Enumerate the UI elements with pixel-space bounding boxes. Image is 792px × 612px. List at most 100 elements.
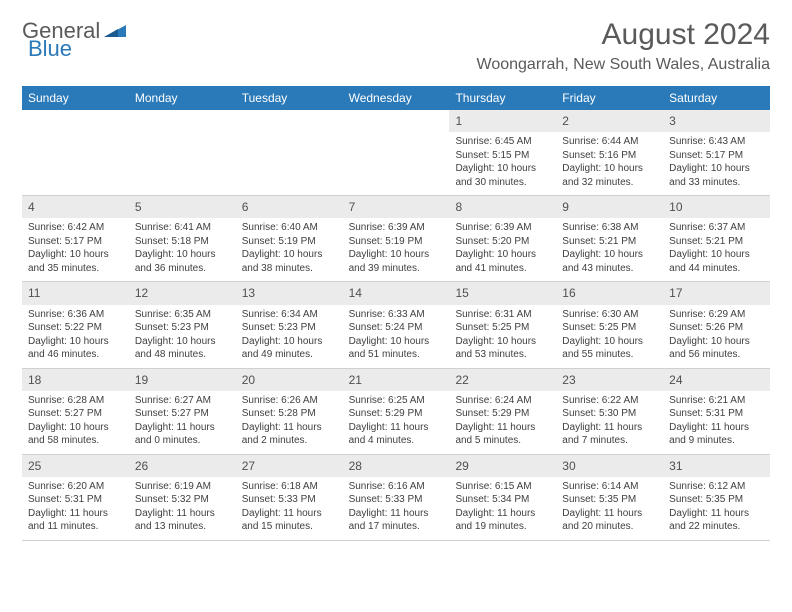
logo-blue-row: Blue — [28, 36, 72, 62]
sunrise-text: Sunrise: 6:18 AM — [242, 480, 337, 494]
day-number: 20 — [236, 369, 343, 391]
day-cell: 7Sunrise: 6:39 AMSunset: 5:19 PMDaylight… — [343, 196, 450, 281]
daylight-text: Daylight: 10 hours and 44 minutes. — [669, 248, 764, 275]
sunset-text: Sunset: 5:25 PM — [562, 321, 657, 335]
day-number: 7 — [343, 196, 450, 218]
day-details: Sunrise: 6:44 AMSunset: 5:16 PMDaylight:… — [556, 132, 663, 195]
day-number: 8 — [449, 196, 556, 218]
week-row: 18Sunrise: 6:28 AMSunset: 5:27 PMDayligh… — [22, 369, 770, 455]
day-headers-row: SundayMondayTuesdayWednesdayThursdayFrid… — [22, 86, 770, 110]
day-details: Sunrise: 6:26 AMSunset: 5:28 PMDaylight:… — [236, 391, 343, 454]
day-header: Monday — [129, 86, 236, 110]
sunset-text: Sunset: 5:35 PM — [562, 493, 657, 507]
daylight-text: Daylight: 10 hours and 30 minutes. — [455, 162, 550, 189]
sunset-text: Sunset: 5:21 PM — [562, 235, 657, 249]
day-number: 15 — [449, 282, 556, 304]
day-cell: 26Sunrise: 6:19 AMSunset: 5:32 PMDayligh… — [129, 455, 236, 540]
day-cell: 18Sunrise: 6:28 AMSunset: 5:27 PMDayligh… — [22, 369, 129, 454]
day-cell: 27Sunrise: 6:18 AMSunset: 5:33 PMDayligh… — [236, 455, 343, 540]
day-details: Sunrise: 6:25 AMSunset: 5:29 PMDaylight:… — [343, 391, 450, 454]
sunrise-text: Sunrise: 6:35 AM — [135, 308, 230, 322]
day-number: 5 — [129, 196, 236, 218]
day-details: Sunrise: 6:33 AMSunset: 5:24 PMDaylight:… — [343, 305, 450, 368]
daylight-text: Daylight: 10 hours and 48 minutes. — [135, 335, 230, 362]
day-cell: 3Sunrise: 6:43 AMSunset: 5:17 PMDaylight… — [663, 110, 770, 195]
day-number: 21 — [343, 369, 450, 391]
day-cell: 6Sunrise: 6:40 AMSunset: 5:19 PMDaylight… — [236, 196, 343, 281]
day-details: Sunrise: 6:39 AMSunset: 5:19 PMDaylight:… — [343, 218, 450, 281]
week-row: 25Sunrise: 6:20 AMSunset: 5:31 PMDayligh… — [22, 455, 770, 541]
day-cell: . — [129, 110, 236, 195]
day-cell: 13Sunrise: 6:34 AMSunset: 5:23 PMDayligh… — [236, 282, 343, 367]
sunset-text: Sunset: 5:21 PM — [669, 235, 764, 249]
sunrise-text: Sunrise: 6:36 AM — [28, 308, 123, 322]
day-number: 19 — [129, 369, 236, 391]
daylight-text: Daylight: 11 hours and 11 minutes. — [28, 507, 123, 534]
sunrise-text: Sunrise: 6:41 AM — [135, 221, 230, 235]
sunset-text: Sunset: 5:29 PM — [349, 407, 444, 421]
day-cell: . — [22, 110, 129, 195]
day-details: Sunrise: 6:43 AMSunset: 5:17 PMDaylight:… — [663, 132, 770, 195]
day-header: Friday — [556, 86, 663, 110]
day-cell: 14Sunrise: 6:33 AMSunset: 5:24 PMDayligh… — [343, 282, 450, 367]
day-number: 27 — [236, 455, 343, 477]
sunset-text: Sunset: 5:18 PM — [135, 235, 230, 249]
daylight-text: Daylight: 10 hours and 43 minutes. — [562, 248, 657, 275]
sunset-text: Sunset: 5:16 PM — [562, 149, 657, 163]
day-details: Sunrise: 6:19 AMSunset: 5:32 PMDaylight:… — [129, 477, 236, 540]
daylight-text: Daylight: 11 hours and 19 minutes. — [455, 507, 550, 534]
day-number: 25 — [22, 455, 129, 477]
day-cell: 2Sunrise: 6:44 AMSunset: 5:16 PMDaylight… — [556, 110, 663, 195]
sunset-text: Sunset: 5:33 PM — [242, 493, 337, 507]
sunrise-text: Sunrise: 6:24 AM — [455, 394, 550, 408]
day-number: 11 — [22, 282, 129, 304]
day-details: Sunrise: 6:30 AMSunset: 5:25 PMDaylight:… — [556, 305, 663, 368]
sunset-text: Sunset: 5:34 PM — [455, 493, 550, 507]
day-details: Sunrise: 6:22 AMSunset: 5:30 PMDaylight:… — [556, 391, 663, 454]
day-details: Sunrise: 6:37 AMSunset: 5:21 PMDaylight:… — [663, 218, 770, 281]
sunrise-text: Sunrise: 6:39 AM — [455, 221, 550, 235]
daylight-text: Daylight: 11 hours and 7 minutes. — [562, 421, 657, 448]
sunset-text: Sunset: 5:17 PM — [669, 149, 764, 163]
day-header: Sunday — [22, 86, 129, 110]
daylight-text: Daylight: 10 hours and 55 minutes. — [562, 335, 657, 362]
day-number: 16 — [556, 282, 663, 304]
sunset-text: Sunset: 5:30 PM — [562, 407, 657, 421]
day-number: 18 — [22, 369, 129, 391]
day-number: 12 — [129, 282, 236, 304]
day-number: 6 — [236, 196, 343, 218]
sunset-text: Sunset: 5:20 PM — [455, 235, 550, 249]
daylight-text: Daylight: 10 hours and 58 minutes. — [28, 421, 123, 448]
day-number: 29 — [449, 455, 556, 477]
day-cell: 5Sunrise: 6:41 AMSunset: 5:18 PMDaylight… — [129, 196, 236, 281]
sunset-text: Sunset: 5:19 PM — [349, 235, 444, 249]
day-details: Sunrise: 6:24 AMSunset: 5:29 PMDaylight:… — [449, 391, 556, 454]
daylight-text: Daylight: 11 hours and 22 minutes. — [669, 507, 764, 534]
sunrise-text: Sunrise: 6:19 AM — [135, 480, 230, 494]
daylight-text: Daylight: 10 hours and 41 minutes. — [455, 248, 550, 275]
daylight-text: Daylight: 11 hours and 17 minutes. — [349, 507, 444, 534]
daylight-text: Daylight: 10 hours and 32 minutes. — [562, 162, 657, 189]
day-number: 26 — [129, 455, 236, 477]
daylight-text: Daylight: 11 hours and 20 minutes. — [562, 507, 657, 534]
day-cell: 8 Sunrise: 6:39 AMSunset: 5:20 PMDaylight… — [449, 196, 556, 281]
day-details: Sunrise: 6:29 AMSunset: 5:26 PMDaylight:… — [663, 305, 770, 368]
day-number: 14 — [343, 282, 450, 304]
sunset-text: Sunset: 5:23 PM — [242, 321, 337, 335]
day-number: 2 — [556, 110, 663, 132]
daylight-text: Daylight: 11 hours and 13 minutes. — [135, 507, 230, 534]
day-cell: 24Sunrise: 6:21 AMSunset: 5:31 PMDayligh… — [663, 369, 770, 454]
sunset-text: Sunset: 5:26 PM — [669, 321, 764, 335]
sunrise-text: Sunrise: 6:27 AM — [135, 394, 230, 408]
day-details: Sunrise: 6:20 AMSunset: 5:31 PMDaylight:… — [22, 477, 129, 540]
calendar-grid: SundayMondayTuesdayWednesdayThursdayFrid… — [22, 86, 770, 541]
sunset-text: Sunset: 5:22 PM — [28, 321, 123, 335]
week-row: ....1Sunrise: 6:45 AMSunset: 5:15 PMDayl… — [22, 110, 770, 196]
day-cell: 11Sunrise: 6:36 AMSunset: 5:22 PMDayligh… — [22, 282, 129, 367]
sunrise-text: Sunrise: 6:20 AM — [28, 480, 123, 494]
sunrise-text: Sunrise: 6:43 AM — [669, 135, 764, 149]
day-details: Sunrise: 6:12 AMSunset: 5:35 PMDaylight:… — [663, 477, 770, 540]
day-cell: 9Sunrise: 6:38 AMSunset: 5:21 PMDaylight… — [556, 196, 663, 281]
daylight-text: Daylight: 10 hours and 53 minutes. — [455, 335, 550, 362]
daylight-text: Daylight: 10 hours and 35 minutes. — [28, 248, 123, 275]
